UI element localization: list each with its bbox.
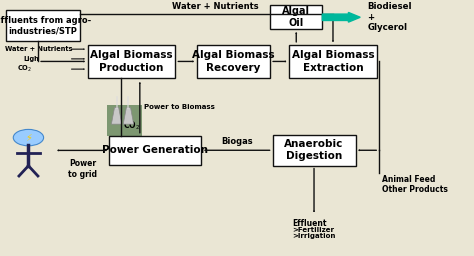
FancyBboxPatch shape [289, 45, 377, 78]
Text: Effluents from agro-
industries/STP: Effluents from agro- industries/STP [0, 16, 91, 36]
Text: Biodiesel
+
Glycerol: Biodiesel + Glycerol [367, 2, 412, 32]
Text: Effluent: Effluent [292, 219, 327, 228]
Text: CO$_2$: CO$_2$ [123, 119, 140, 132]
Text: Algal
Oil: Algal Oil [282, 6, 310, 28]
Text: Water + Nutrients: Water + Nutrients [173, 2, 259, 11]
Text: Algal Biomass
Production: Algal Biomass Production [90, 50, 173, 73]
Text: Water + Nutrients: Water + Nutrients [5, 46, 72, 52]
Text: Power Generation: Power Generation [102, 145, 208, 155]
Text: CO$_2$: CO$_2$ [17, 64, 32, 74]
FancyBboxPatch shape [273, 135, 356, 166]
Text: Power
to grid: Power to grid [68, 159, 98, 179]
Text: Power to Biomass: Power to Biomass [144, 104, 215, 110]
Text: Biogas: Biogas [221, 137, 253, 146]
Polygon shape [111, 108, 122, 124]
Text: Algal Biomass
Extraction: Algal Biomass Extraction [292, 50, 374, 73]
FancyBboxPatch shape [270, 5, 322, 29]
Text: Animal Feed
Other Products: Animal Feed Other Products [382, 175, 447, 194]
Text: Algal Biomass
Recovery: Algal Biomass Recovery [192, 50, 275, 73]
FancyBboxPatch shape [107, 105, 142, 136]
FancyBboxPatch shape [197, 45, 270, 78]
Text: >Irrigation: >Irrigation [292, 233, 336, 239]
FancyArrow shape [322, 12, 360, 22]
Circle shape [13, 130, 44, 146]
Text: >Fertilizer: >Fertilizer [292, 227, 335, 232]
Text: ⚡: ⚡ [25, 133, 32, 143]
Polygon shape [123, 108, 134, 124]
FancyBboxPatch shape [6, 10, 80, 41]
Text: Anaerobic
Digestion: Anaerobic Digestion [284, 139, 344, 162]
Text: Ligh: Ligh [24, 56, 39, 62]
FancyBboxPatch shape [109, 136, 201, 165]
FancyBboxPatch shape [88, 45, 175, 78]
